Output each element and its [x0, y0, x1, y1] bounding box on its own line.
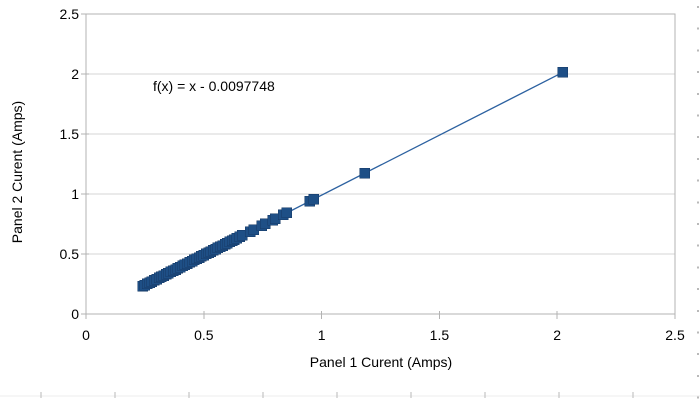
sheet-grid-dot: [697, 27, 699, 30]
sheet-grid-dot: [697, 244, 699, 247]
plot-border-group: [85, 13, 676, 315]
sheet-grid-dot: [697, 71, 699, 74]
sheet-grid-dot: [697, 223, 699, 225]
data-point-marker: [557, 67, 569, 78]
sheet-grid-dot: [697, 136, 699, 139]
trendline-equation: f(x) = x - 0.0097748: [153, 78, 275, 94]
plot-area-border: [85, 13, 676, 315]
x-tick-label: 2: [553, 327, 561, 343]
sheet-grid-dot: [697, 353, 699, 356]
gridlines-group: [86, 13, 675, 255]
x-tick-label: 2.5: [665, 327, 685, 343]
sheet-grid-dot: [697, 49, 699, 52]
y-tick-label: 0.5: [60, 246, 80, 262]
x-tick-label: 1.5: [430, 327, 450, 343]
y-tick-label: 2.5: [60, 6, 80, 22]
sheet-grid-dot: [697, 114, 699, 117]
y-tick-label: 1.5: [60, 126, 80, 142]
sheet-grid-dot: [697, 6, 699, 8]
sheet-grid-dot: [697, 92, 699, 95]
data-point-marker: [281, 207, 292, 219]
sheet-edge-marks-group: [0, 6, 700, 399]
x-tick-label: 0.5: [194, 327, 214, 343]
sheet-grid-dot: [697, 331, 699, 334]
y-tick-label: 2: [71, 66, 79, 82]
sheet-grid-dot: [697, 201, 699, 204]
y-axis-title: Panel 2 Curent (Amps): [9, 101, 25, 243]
x-tick-label: 1: [318, 327, 326, 343]
sheet-grid-dot: [697, 288, 699, 291]
x-axis-title: Panel 1 Curent (Amps): [310, 354, 452, 370]
sheet-grid-dot: [697, 396, 699, 399]
data-points-group: [137, 67, 569, 292]
data-point-marker: [359, 167, 371, 179]
sheet-grid-dot: [697, 157, 699, 160]
sheet-grid-dot: [697, 374, 699, 377]
x-tick-label: 0: [82, 327, 90, 343]
y-tick-label: 0: [71, 306, 79, 322]
data-point-marker: [308, 194, 319, 205]
sheet-grid-dot: [697, 266, 699, 269]
sheet-grid-dot: [697, 179, 699, 182]
axis-ticks-group: [81, 13, 676, 319]
sheet-grid-dot: [697, 309, 699, 312]
tick-labels-group: 0 0.5 1 1.5 2 2.5 0 0.5 1 1.5 2 2.5: [60, 6, 685, 343]
y-tick-label: 1: [71, 186, 79, 202]
